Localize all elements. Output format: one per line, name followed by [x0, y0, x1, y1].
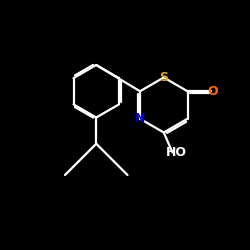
Text: N: N — [135, 112, 145, 125]
Text: O: O — [207, 85, 218, 98]
Text: S: S — [159, 71, 168, 84]
Text: HO: HO — [166, 146, 187, 159]
